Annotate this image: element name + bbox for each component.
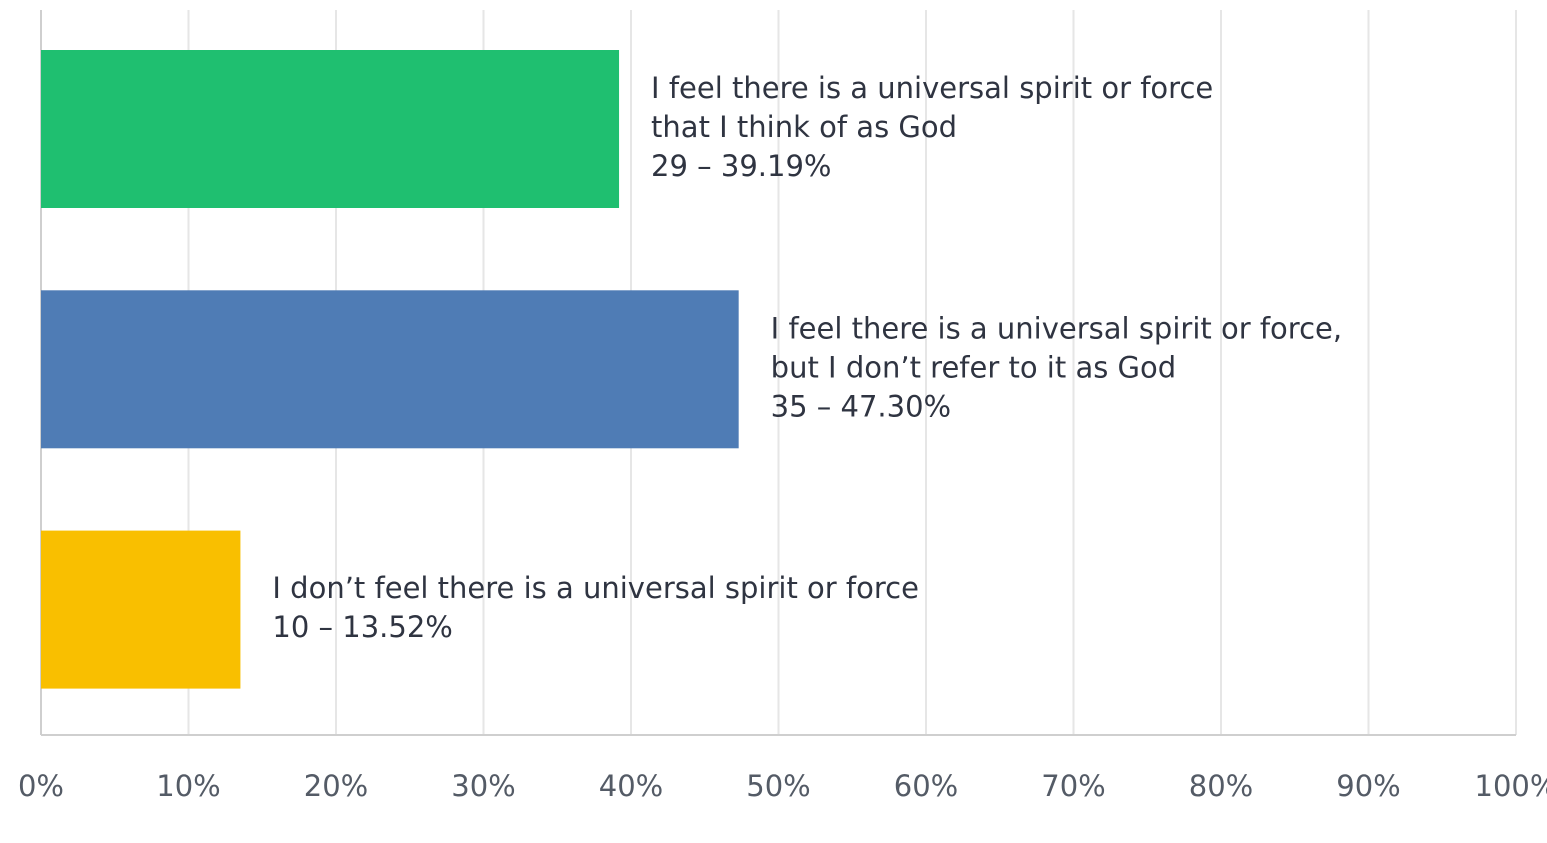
bar-category-label: I feel there is a universal spirit or fo… xyxy=(651,71,1213,105)
bar xyxy=(41,50,620,208)
x-tick-label: 90% xyxy=(1336,769,1400,803)
x-tick-label: 0% xyxy=(18,769,64,803)
x-tick-label: 100% xyxy=(1475,769,1547,803)
x-tick-label: 50% xyxy=(746,769,810,803)
bar-value-label: 35 – 47.30% xyxy=(771,389,951,423)
bar-value-label: 10 – 13.52% xyxy=(272,610,452,644)
bar-category-label: I don’t feel there is a universal spirit… xyxy=(272,571,919,605)
x-tick-label: 30% xyxy=(451,769,515,803)
x-tick-label: 20% xyxy=(304,769,368,803)
bar xyxy=(41,290,739,449)
x-tick-label: 70% xyxy=(1041,769,1105,803)
x-tick-label: 80% xyxy=(1189,769,1253,803)
bar xyxy=(41,530,241,689)
x-tick-label: 40% xyxy=(599,769,663,803)
bar-category-label: but I don’t refer to it as God xyxy=(771,350,1177,384)
x-tick-label: 60% xyxy=(894,769,958,803)
bar-category-label: that I think of as God xyxy=(651,110,957,144)
x-tick-label: 10% xyxy=(156,769,220,803)
bar-value-label: 29 – 39.19% xyxy=(651,149,831,183)
bar-category-label: I feel there is a universal spirit or fo… xyxy=(771,311,1342,345)
